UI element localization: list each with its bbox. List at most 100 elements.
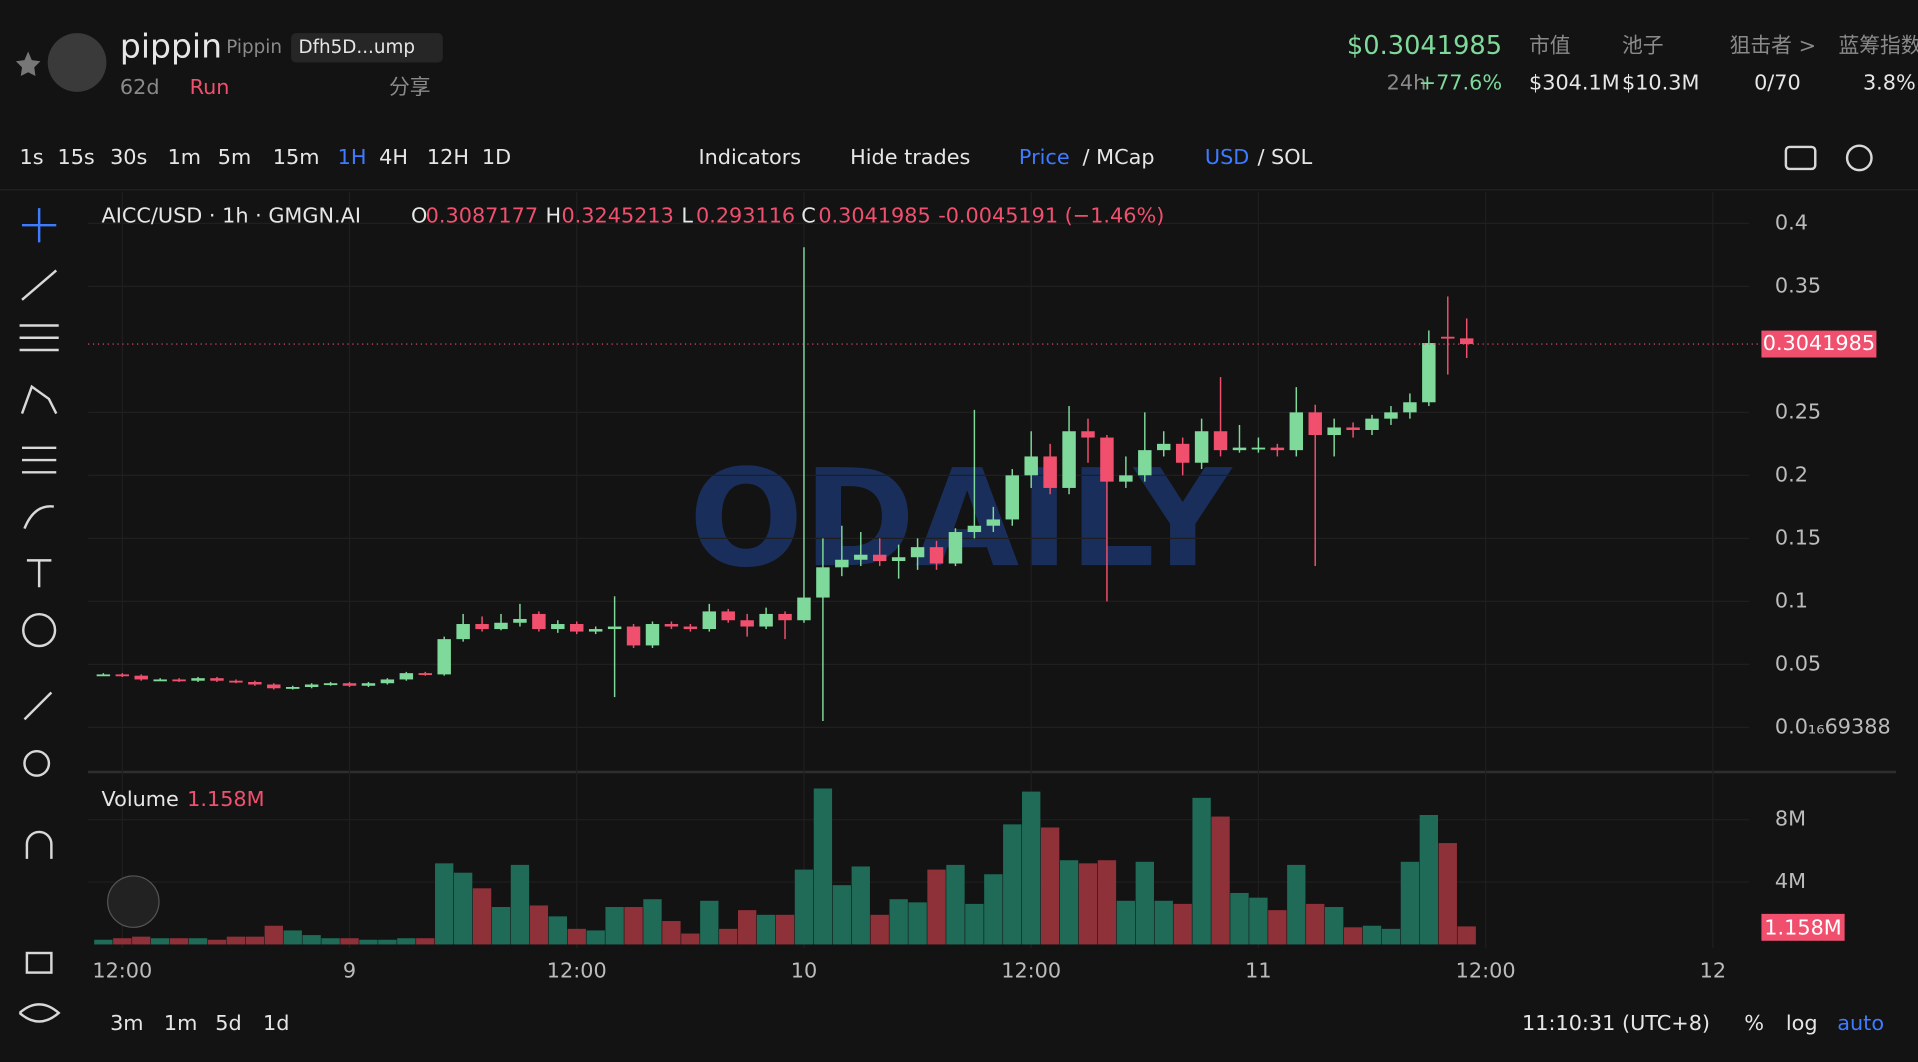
settings-icon[interactable] bbox=[1845, 144, 1873, 172]
interval-button[interactable]: 1s bbox=[20, 145, 44, 169]
share-label[interactable]: 分享 bbox=[389, 75, 431, 99]
interval-button[interactable]: 4H bbox=[379, 145, 408, 169]
candle-body bbox=[1346, 427, 1360, 430]
volume-bar bbox=[1230, 892, 1249, 945]
crosshair-tool[interactable] bbox=[22, 208, 57, 243]
volume-bar bbox=[169, 938, 189, 945]
volume-bar bbox=[150, 938, 170, 945]
ohlc-legend: 0.3245213 bbox=[561, 204, 673, 228]
volume-bar bbox=[1419, 814, 1439, 945]
candle-body bbox=[1194, 431, 1209, 463]
stat-label: 市值 bbox=[1529, 34, 1571, 58]
brush-tool[interactable] bbox=[23, 505, 54, 530]
screenshot-icon[interactable] bbox=[1784, 145, 1817, 171]
candle-body bbox=[494, 622, 508, 630]
token-name: pippin bbox=[120, 26, 222, 65]
sol-toggle[interactable]: / SOL bbox=[1257, 145, 1312, 169]
range-button[interactable]: 1m bbox=[164, 1011, 197, 1035]
candle-body bbox=[285, 687, 300, 689]
volume-tick-label: 8M bbox=[1775, 807, 1806, 831]
volume-bar bbox=[719, 928, 738, 945]
x-tick-label: 11 bbox=[1245, 958, 1271, 982]
volume-bar bbox=[927, 869, 946, 945]
address-box[interactable] bbox=[291, 33, 443, 63]
tv-logo[interactable] bbox=[107, 875, 160, 928]
candle-body bbox=[380, 679, 395, 684]
fib-tool[interactable] bbox=[19, 324, 59, 352]
percent-toggle[interactable]: % bbox=[1744, 1011, 1764, 1035]
volume-bar bbox=[472, 888, 492, 945]
price-toggle[interactable]: Price bbox=[1019, 145, 1070, 169]
pattern-tool[interactable] bbox=[20, 384, 58, 415]
volume-bar bbox=[264, 925, 283, 945]
volume-bar bbox=[1022, 791, 1041, 945]
volume-bar bbox=[586, 930, 605, 945]
zoom-tool[interactable] bbox=[23, 749, 51, 777]
volume-bar bbox=[624, 907, 643, 945]
volume-bar bbox=[1003, 824, 1022, 945]
y-tick-label: 0.15 bbox=[1775, 525, 1821, 549]
candle-body bbox=[1327, 427, 1341, 436]
candle-body bbox=[702, 611, 717, 630]
candle-body bbox=[1384, 412, 1398, 419]
interval-button[interactable]: 5m bbox=[218, 145, 251, 169]
mcap-toggle[interactable]: / MCap bbox=[1083, 145, 1155, 169]
volume-bar bbox=[94, 939, 113, 945]
volume-bar bbox=[984, 874, 1003, 945]
volume-bar bbox=[870, 914, 889, 945]
indicators-button[interactable]: Indicators bbox=[698, 145, 801, 169]
run-label[interactable]: Run bbox=[190, 75, 230, 99]
candle-body bbox=[1100, 437, 1114, 482]
x-tick-label: 12:00 bbox=[92, 958, 152, 982]
candle-body bbox=[153, 679, 167, 682]
token-address: Dfh5D...ump bbox=[298, 37, 415, 58]
interval-button[interactable]: 30s bbox=[110, 145, 147, 169]
volume-bar bbox=[662, 921, 681, 945]
volume-bar bbox=[1040, 827, 1060, 945]
visibility-tool[interactable] bbox=[18, 1003, 61, 1023]
log-toggle[interactable]: log bbox=[1786, 1011, 1818, 1035]
candle-body bbox=[532, 613, 546, 630]
candle-body bbox=[570, 624, 584, 632]
ohlc-legend: L bbox=[681, 204, 693, 228]
volume-bar bbox=[340, 938, 359, 945]
interval-button[interactable]: 15s bbox=[57, 145, 94, 169]
magnet-tool[interactable] bbox=[25, 830, 53, 859]
auto-toggle[interactable]: auto bbox=[1837, 1011, 1884, 1035]
last-price-label: 0.3041985 bbox=[1763, 331, 1875, 355]
interval-button[interactable]: 1D bbox=[482, 145, 511, 169]
line-tool[interactable] bbox=[21, 269, 58, 301]
projection-tool[interactable] bbox=[22, 446, 57, 474]
interval-button[interactable]: 15m bbox=[273, 145, 320, 169]
interval-button[interactable]: 1m bbox=[168, 145, 201, 169]
ohlc-legend: O bbox=[411, 204, 427, 228]
interval-button[interactable]: 1H bbox=[338, 145, 367, 169]
range-button[interactable]: 1d bbox=[263, 1011, 289, 1035]
candle-body bbox=[1403, 402, 1417, 413]
volume-bar bbox=[1438, 843, 1457, 945]
range-button[interactable]: 5d bbox=[215, 1011, 241, 1035]
favorite-icon[interactable] bbox=[15, 51, 41, 76]
hide-trades-button[interactable]: Hide trades bbox=[850, 145, 970, 169]
volume-bar bbox=[794, 869, 814, 945]
candle-body bbox=[96, 674, 111, 677]
candle-body bbox=[891, 557, 906, 562]
text-tool[interactable] bbox=[26, 559, 52, 588]
volume-bar bbox=[1324, 907, 1344, 945]
emoji-tool[interactable] bbox=[22, 612, 57, 648]
volume-bar bbox=[1343, 927, 1363, 945]
candle-body bbox=[664, 624, 679, 627]
range-button[interactable]: 3m bbox=[110, 1011, 143, 1035]
candle-body bbox=[134, 675, 148, 680]
interval-button[interactable]: 12H bbox=[427, 145, 469, 169]
candle-body bbox=[418, 673, 432, 675]
price: $0.3041985 bbox=[1347, 31, 1502, 61]
lock-tool[interactable] bbox=[25, 951, 53, 974]
candle-body bbox=[910, 547, 925, 558]
ruler-tool[interactable] bbox=[23, 691, 53, 721]
usd-toggle[interactable]: USD bbox=[1205, 145, 1249, 169]
x-tick-label: 9 bbox=[343, 958, 356, 982]
volume-bar bbox=[321, 938, 340, 945]
stat-value: $304.1M bbox=[1529, 70, 1620, 94]
candle-body bbox=[1459, 338, 1474, 345]
